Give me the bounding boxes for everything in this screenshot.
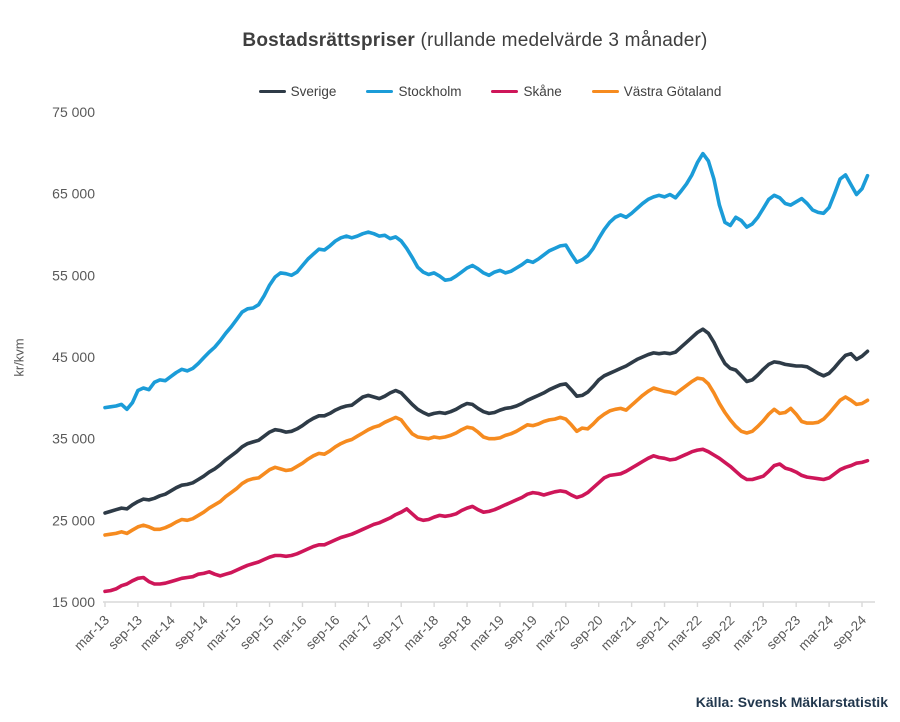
y-tick-label: 55 000: [52, 267, 95, 283]
x-tick-label: sep-23: [763, 613, 803, 653]
x-tick-label: sep-18: [434, 613, 474, 653]
legend-label-stockholm: Stockholm: [398, 84, 462, 99]
y-tick-label: 45 000: [52, 349, 95, 365]
x-tick-label: sep-15: [237, 613, 277, 653]
legend-swatch-skane: [491, 89, 519, 94]
x-tick-label: sep-16: [303, 613, 343, 653]
x-tick-label: sep-22: [698, 613, 738, 653]
x-tick-label: mar-19: [466, 613, 507, 654]
legend-item-vastra-gotaland: Västra Götaland: [591, 84, 722, 99]
x-tick-label: mar-18: [400, 613, 441, 654]
chart-legend: Sverige Stockholm Skåne Västra Götaland: [105, 84, 875, 99]
legend-swatch-sverige: [258, 89, 286, 94]
x-tick-label: mar-22: [664, 613, 705, 654]
legend-item-sverige: Sverige: [258, 84, 337, 99]
source-credit: Källa: Svensk Mäklarstatistik: [695, 694, 888, 710]
chart-subtitle: (rullande medelvärde 3 månader): [420, 30, 708, 51]
x-tick-label: mar-17: [335, 613, 376, 654]
x-tick-label: sep-13: [105, 613, 145, 653]
x-tick-label: mar-14: [137, 612, 178, 653]
x-tick-label: mar-15: [203, 613, 244, 654]
series-line-v-stra-g-taland: [103, 376, 870, 537]
x-tick-label: sep-19: [500, 613, 540, 653]
x-tick-label: mar-24: [795, 612, 836, 653]
x-tick-label: sep-24: [829, 612, 869, 652]
x-tick-label: mar-21: [598, 613, 639, 654]
chart-title-main: Bostadsrättspriser: [242, 30, 415, 51]
x-tick-label: mar-20: [532, 613, 573, 654]
chart-title: Bostadsrättspriser (rullande medelvärde …: [50, 30, 900, 52]
y-tick-label: 15 000: [52, 594, 95, 610]
legend-item-skane: Skåne: [491, 84, 562, 99]
x-tick-label: sep-20: [566, 613, 606, 653]
y-tick-label: 25 000: [52, 512, 95, 528]
legend-item-stockholm: Stockholm: [366, 84, 461, 99]
series-line-sk-ne: [103, 447, 870, 594]
y-tick-label: 75 000: [52, 104, 95, 120]
x-tick-label: mar-13: [71, 613, 112, 654]
y-tick-label: 35 000: [52, 431, 95, 447]
series-line-sverige: [103, 327, 870, 515]
x-tick-label: mar-23: [730, 613, 771, 654]
legend-label-skane: Skåne: [523, 84, 562, 99]
series-line-stockholm: [103, 151, 870, 412]
x-tick-label: sep-21: [632, 613, 672, 653]
legend-swatch-vastra-gotaland: [591, 89, 619, 94]
y-tick-label: 65 000: [52, 186, 95, 202]
x-tick-label: mar-16: [269, 613, 310, 654]
x-tick-label: sep-17: [369, 613, 409, 653]
legend-label-sverige: Sverige: [290, 84, 337, 99]
legend-label-vastra-gotaland: Västra Götaland: [623, 84, 722, 99]
legend-swatch-stockholm: [366, 89, 394, 94]
